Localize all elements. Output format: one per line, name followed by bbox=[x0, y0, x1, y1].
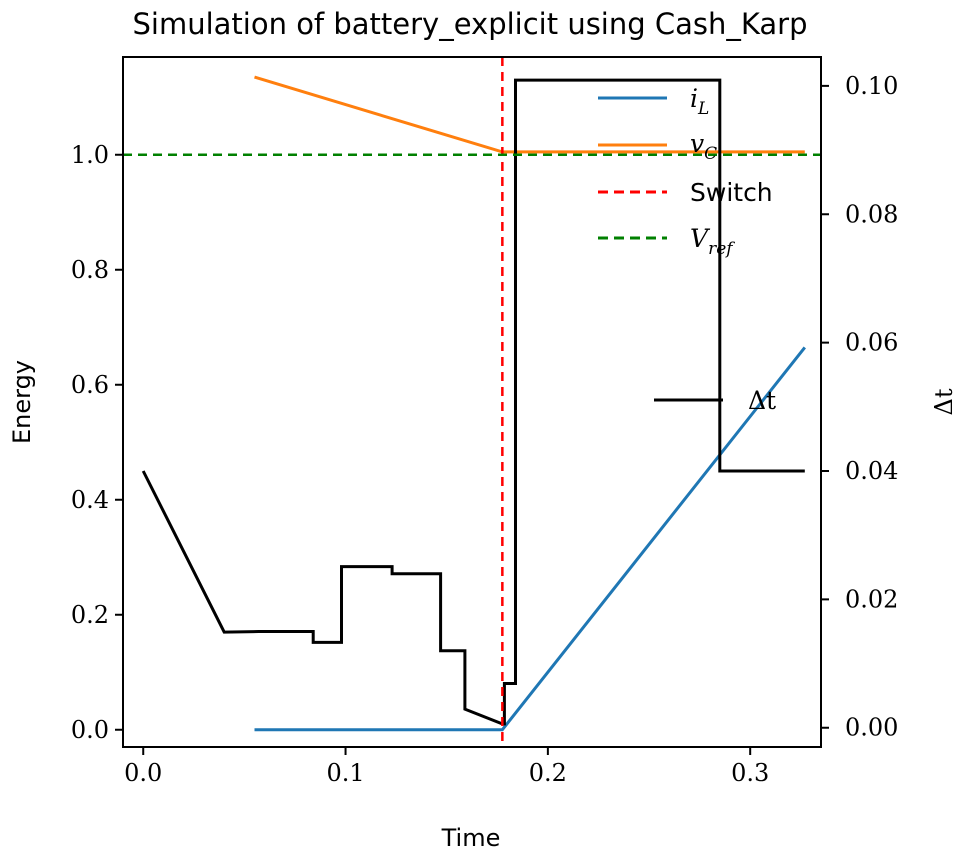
y-axis-label: Energy bbox=[8, 360, 36, 444]
series-line-vc bbox=[254, 75, 805, 154]
y2-tick-label: 0.08 bbox=[845, 200, 898, 228]
y2-tick-label: 0.10 bbox=[845, 72, 898, 100]
y2-tick-label: 0.04 bbox=[845, 457, 898, 485]
x-axis-label: Time bbox=[441, 824, 501, 852]
plot-frame bbox=[122, 56, 822, 748]
legend-label-il: iL bbox=[690, 84, 709, 119]
legend: iL vC Switch Vref bbox=[598, 84, 773, 259]
legend-label-dt: Δt bbox=[748, 386, 776, 415]
y-tick-label: 0.2 bbox=[71, 601, 109, 629]
y-tick-label: 0.6 bbox=[71, 371, 109, 399]
y-tick-label: 0.8 bbox=[71, 256, 109, 284]
y-tick-label: 0.0 bbox=[71, 716, 109, 744]
series-line-il bbox=[254, 346, 806, 732]
x-axis: 0.0 0.1 0.2 0.3 bbox=[124, 747, 769, 787]
y-axis-left: 0.0 0.2 0.4 0.6 0.8 1.0 bbox=[71, 141, 123, 744]
y-axis-right: 0.00 0.02 0.04 0.06 0.08 0.10 bbox=[821, 72, 898, 742]
y-tick-label: 1.0 bbox=[71, 141, 109, 169]
legend-dt: Δt bbox=[654, 386, 776, 415]
y2-tick-label: 0.00 bbox=[845, 714, 898, 742]
y-tick-label: 0.4 bbox=[71, 486, 109, 514]
legend-label-vref: Vref bbox=[690, 224, 735, 259]
x-tick-label: 0.2 bbox=[529, 759, 567, 787]
legend-label-switch: Switch bbox=[690, 178, 773, 207]
plot-area bbox=[123, 57, 821, 747]
x-tick-label: 0.1 bbox=[326, 759, 364, 787]
y2-tick-label: 0.02 bbox=[845, 585, 898, 613]
y2-tick-label: 0.06 bbox=[845, 329, 898, 357]
series-line-t bbox=[141, 78, 805, 726]
y2-axis-label: Δt bbox=[930, 388, 958, 415]
x-tick-label: 0.0 bbox=[124, 759, 162, 787]
legend-label-vc: vC bbox=[690, 129, 717, 164]
x-tick-label: 0.3 bbox=[731, 759, 769, 787]
chart-title: Simulation of battery_explicit using Cas… bbox=[133, 7, 808, 41]
